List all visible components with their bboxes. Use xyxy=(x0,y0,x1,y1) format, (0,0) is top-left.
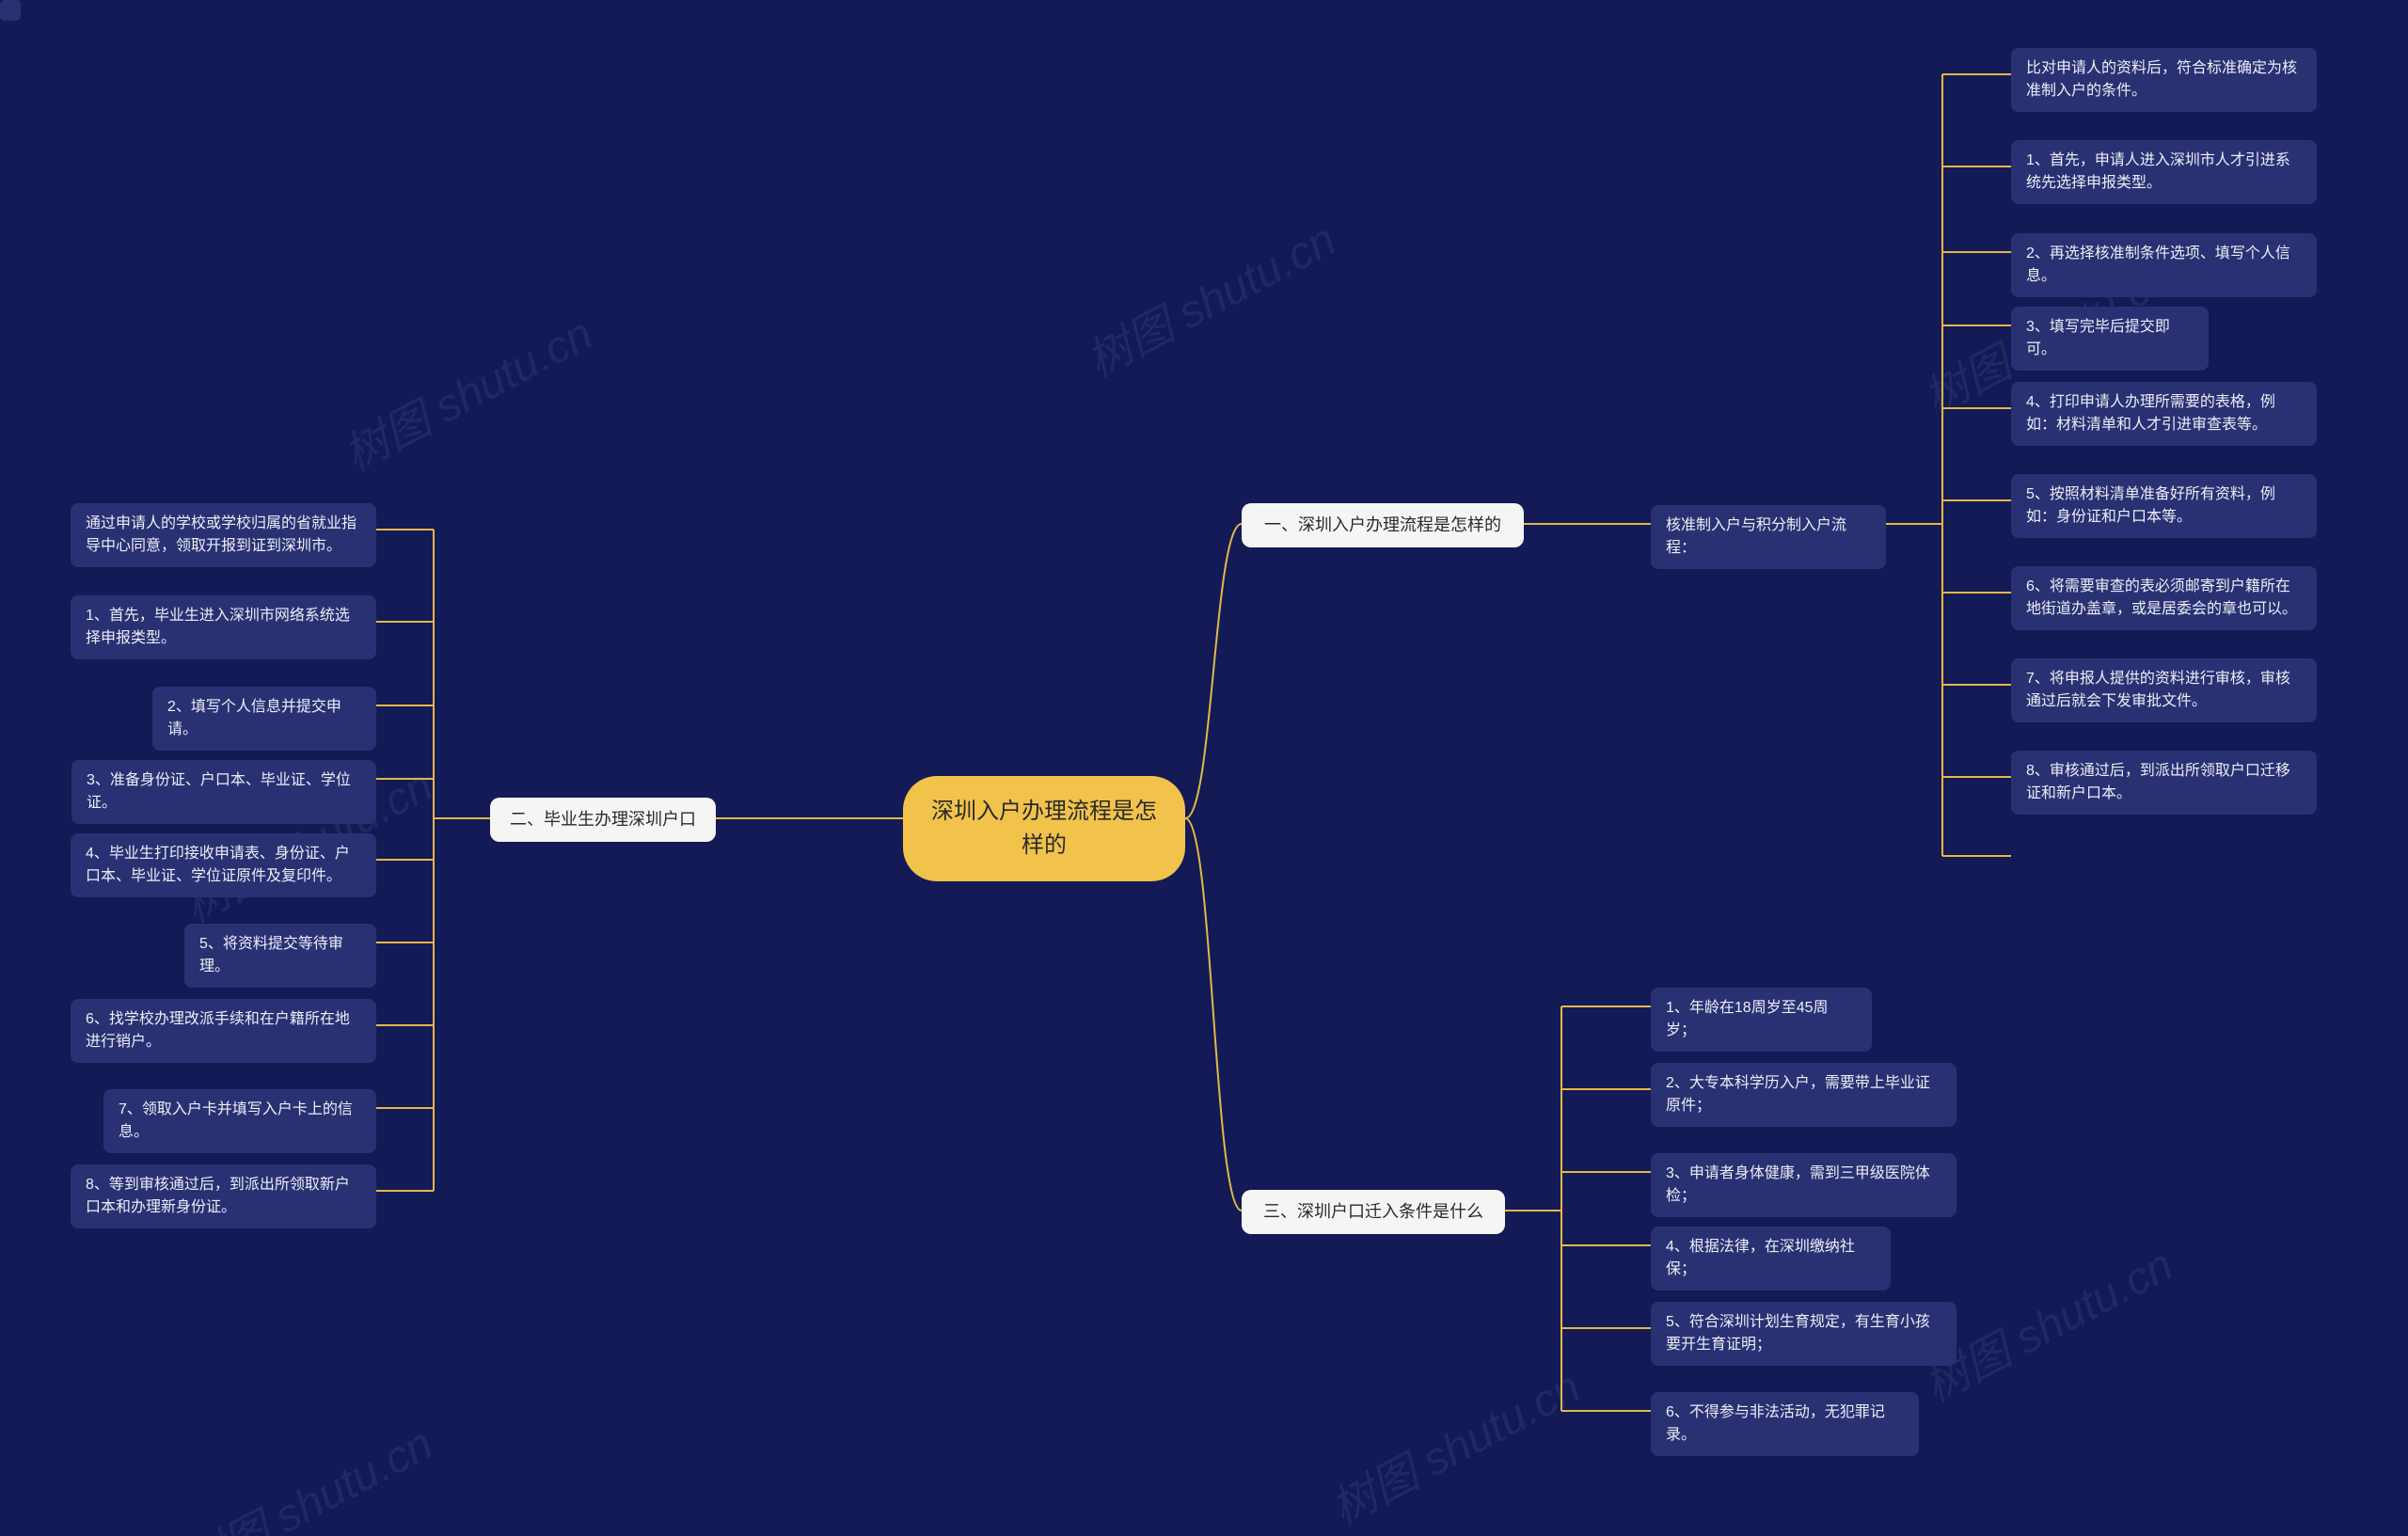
branch-node-b1: 一、深圳入户办理流程是怎样的 xyxy=(1242,503,1524,547)
leaf-node-b2-0: 通过申请人的学校或学校归属的省就业指导中心同意，领取开报到证到深圳市。 xyxy=(71,503,376,567)
leaf-node-b2-7: 7、领取入户卡并填写入户卡上的信息。 xyxy=(103,1089,376,1153)
watermark: 树图 shutu.cn xyxy=(170,1407,443,1536)
leaf-node-b2-8: 8、等到审核通过后，到派出所领取新户口本和办理新身份证。 xyxy=(71,1164,376,1228)
leaf-node-b1-0-4: 4、打印申请人办理所需要的表格，例如：材料清单和人才引进审查表等。 xyxy=(2011,382,2317,446)
leaf-node-b3-1: 2、大专本科学历入户，需要带上毕业证原件； xyxy=(1651,1063,1956,1127)
leaf-node-b2-1: 1、首先，毕业生进入深圳市网络系统选择申报类型。 xyxy=(71,595,376,659)
branch-node-b3: 三、深圳户口迁入条件是什么 xyxy=(1242,1190,1505,1234)
center-node: 深圳入户办理流程是怎样的 xyxy=(903,776,1185,881)
watermark: 树图 shutu.cn xyxy=(330,297,603,483)
leaf-node-b3-3: 4、根据法律，在深圳缴纳社保； xyxy=(1651,1227,1891,1291)
leaf-tiny xyxy=(0,0,21,21)
leaf-node-b1-0-7: 7、将申报人提供的资料进行审核，审核通过后就会下发审批文件。 xyxy=(2011,658,2317,722)
watermark: 树图 shutu.cn xyxy=(1318,1351,1591,1536)
leaf-node-b1-0-0: 比对申请人的资料后，符合标准确定为核准制入户的条件。 xyxy=(2011,48,2317,112)
leaf-node-b2-6: 6、找学校办理改派手续和在户籍所在地进行销户。 xyxy=(71,999,376,1063)
leaf-node-b2-3: 3、准备身份证、户口本、毕业证、学位证。 xyxy=(71,760,376,824)
leaf-node-b3-4: 5、符合深圳计划生育规定，有生育小孩要开生育证明； xyxy=(1651,1302,1956,1366)
leaf-node-b1-0-5: 5、按照材料清单准备好所有资料，例如：身份证和户口本等。 xyxy=(2011,474,2317,538)
leaf-node-b3-0: 1、年龄在18周岁至45周岁； xyxy=(1651,988,1872,1052)
leaf-node-b1-0-8: 8、审核通过后，到派出所领取户口迁移证和新户口本。 xyxy=(2011,751,2317,815)
leaf-node-b1-0-6: 6、将需要审查的表必须邮寄到户籍所在地街道办盖章，或是居委会的章也可以。 xyxy=(2011,566,2317,630)
leaf-node-b1-0-1: 1、首先，申请人进入深圳市人才引进系统先选择申报类型。 xyxy=(2011,140,2317,204)
watermark: 树图 shutu.cn xyxy=(1073,203,1346,389)
mid-node-b1-0: 核准制入户与积分制入户流程： xyxy=(1651,505,1886,569)
leaf-node-b2-2: 2、填写个人信息并提交申请。 xyxy=(152,687,376,751)
leaf-node-b1-0-2: 2、再选择核准制条件选项、填写个人信息。 xyxy=(2011,233,2317,297)
leaf-node-b2-5: 5、将资料提交等待审理。 xyxy=(184,924,376,988)
leaf-node-b3-2: 3、申请者身体健康，需到三甲级医院体检； xyxy=(1651,1153,1956,1217)
leaf-node-b3-5: 6、不得参与非法活动，无犯罪记录。 xyxy=(1651,1392,1919,1456)
leaf-node-b1-0-3: 3、填写完毕后提交即可。 xyxy=(2011,307,2209,371)
leaf-node-b2-4: 4、毕业生打印接收申请表、身份证、户口本、毕业证、学位证原件及复印件。 xyxy=(71,833,376,897)
branch-node-b2: 二、毕业生办理深圳户口 xyxy=(490,798,716,842)
